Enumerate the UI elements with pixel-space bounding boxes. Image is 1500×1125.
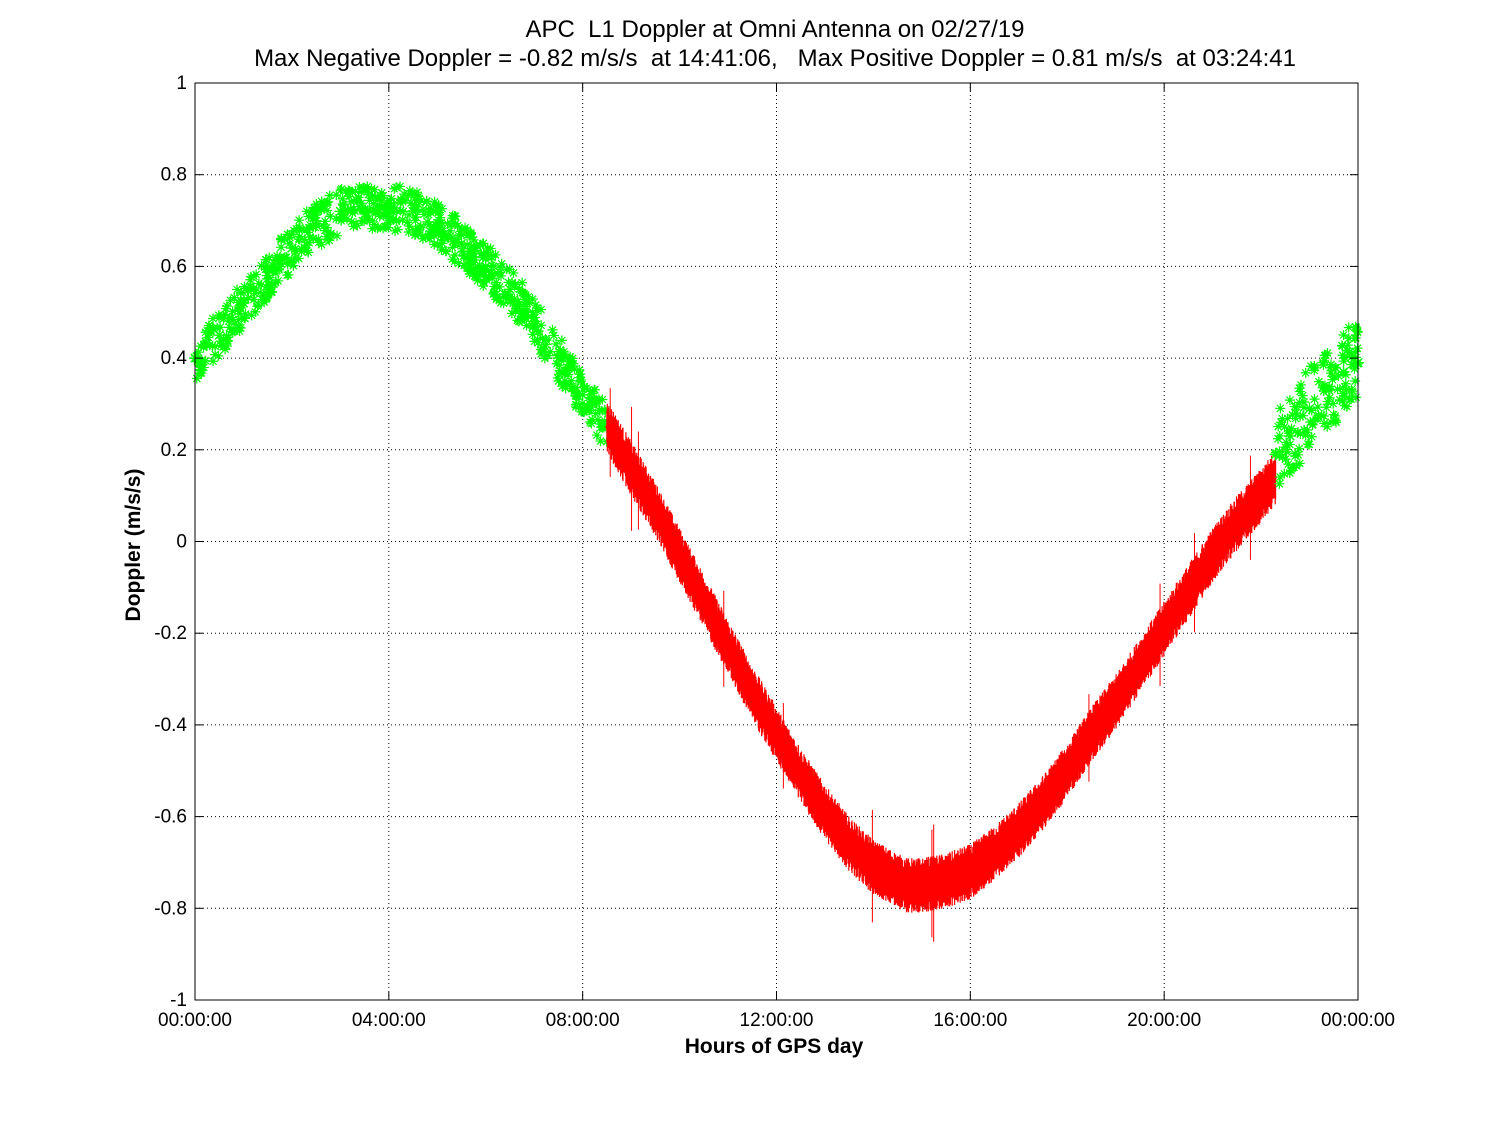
x-tick-label: 20:00:00 bbox=[1127, 1010, 1201, 1031]
data-point bbox=[1322, 384, 1335, 397]
y-tick-label: 1 bbox=[176, 73, 187, 94]
data-point bbox=[993, 851, 997, 855]
data-point bbox=[237, 297, 250, 310]
data-point bbox=[726, 645, 730, 649]
data-point bbox=[1162, 627, 1166, 631]
asterisk-cloud bbox=[190, 181, 612, 447]
x-tick-label: 00:00:00 bbox=[158, 1010, 232, 1031]
data-point bbox=[1186, 590, 1190, 594]
x-tick-label: 00:00:00 bbox=[1321, 1010, 1395, 1031]
y-tick-label: -0.6 bbox=[154, 807, 187, 828]
data-point bbox=[552, 352, 565, 365]
ticks: 00:00:00 04:00:00 08:00:00 12:00:00 16:00:00… bbox=[154, 73, 1395, 1031]
data-layer bbox=[189, 181, 1364, 942]
chart-title: APC L1 Doppler at Omni Antenna on 02/27/… bbox=[525, 16, 1025, 43]
data-point bbox=[1065, 769, 1069, 773]
data-point bbox=[1138, 663, 1142, 667]
y-tick-label: -0.2 bbox=[154, 623, 187, 644]
data-point bbox=[1041, 801, 1045, 805]
data-point bbox=[1284, 430, 1297, 443]
data-point bbox=[455, 237, 468, 250]
data-point bbox=[479, 260, 492, 273]
data-point bbox=[528, 315, 541, 328]
data-point bbox=[285, 242, 298, 255]
x-axis-label: Hours of GPS day bbox=[685, 1035, 864, 1058]
data-point bbox=[382, 200, 395, 213]
data-point bbox=[310, 219, 323, 232]
data-point bbox=[823, 810, 827, 814]
data-point bbox=[334, 205, 347, 218]
data-point bbox=[1259, 494, 1263, 498]
y-axis-label: Doppler (m/s/s) bbox=[122, 469, 145, 622]
data-point bbox=[354, 200, 367, 213]
data-point bbox=[1303, 402, 1316, 415]
data-point bbox=[261, 269, 274, 282]
series-1 bbox=[605, 388, 1278, 942]
data-point bbox=[1211, 553, 1215, 557]
y-tick-label: 0.2 bbox=[161, 440, 187, 461]
grid bbox=[195, 83, 1358, 1000]
y-tick-label: 0.4 bbox=[161, 348, 188, 369]
y-tick-label: -1 bbox=[170, 990, 187, 1011]
data-point bbox=[799, 773, 803, 777]
data-point bbox=[1017, 828, 1021, 832]
data-point bbox=[431, 219, 444, 232]
data-point bbox=[678, 553, 682, 557]
data-point bbox=[750, 691, 754, 695]
data-point bbox=[775, 732, 778, 736]
data-point bbox=[503, 283, 516, 296]
asterisk-cloud bbox=[1271, 321, 1363, 489]
x-tick-label: 08:00:00 bbox=[546, 1010, 620, 1031]
data-point bbox=[653, 507, 657, 511]
y-tick-label: 0.8 bbox=[161, 165, 187, 186]
data-point bbox=[944, 879, 948, 883]
data-point bbox=[629, 466, 633, 470]
data-point bbox=[1089, 732, 1093, 736]
data-point bbox=[1114, 700, 1118, 704]
data-point bbox=[968, 870, 972, 874]
y-tick-label: -0.4 bbox=[154, 715, 187, 736]
y-tick-label: -0.8 bbox=[154, 898, 187, 919]
data-point bbox=[576, 388, 589, 401]
data-point bbox=[1337, 365, 1350, 378]
data-point bbox=[1269, 448, 1282, 461]
data-point bbox=[702, 599, 706, 603]
chart-subtitle: Max Negative Doppler = -0.82 m/s/s at 14… bbox=[254, 45, 1296, 72]
data-point bbox=[847, 842, 851, 846]
y-tick-label: 0.6 bbox=[161, 256, 187, 277]
data-point bbox=[905, 883, 909, 887]
x-tick-label: 12:00:00 bbox=[740, 1010, 814, 1031]
data-point bbox=[920, 883, 924, 887]
data-point bbox=[407, 205, 420, 218]
x-tick-label: 04:00:00 bbox=[352, 1010, 426, 1031]
data-point bbox=[871, 865, 875, 869]
data-point bbox=[605, 425, 609, 429]
y-tick-label: 0 bbox=[176, 532, 187, 553]
data-point bbox=[896, 879, 900, 883]
series-0 bbox=[189, 181, 613, 447]
data-point bbox=[213, 329, 226, 342]
x-tick-label: 16:00:00 bbox=[933, 1010, 1007, 1031]
data-point bbox=[1235, 521, 1239, 525]
